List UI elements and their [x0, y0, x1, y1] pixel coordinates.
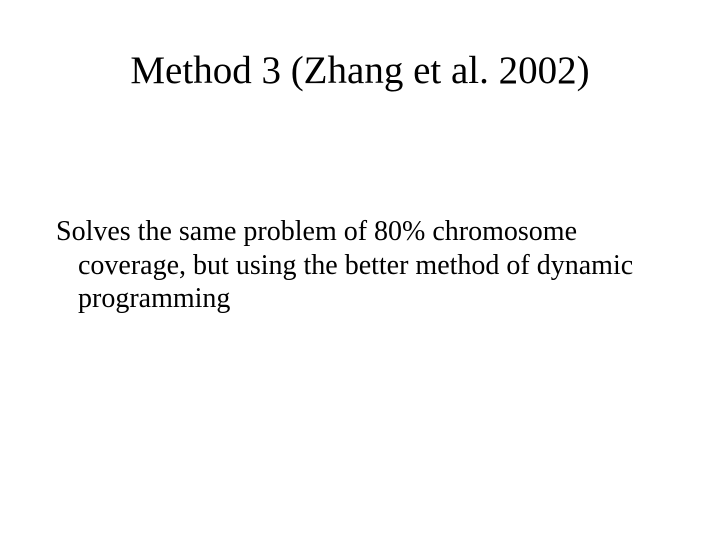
slide-title: Method 3 (Zhang et al. 2002): [0, 48, 720, 93]
slide: Method 3 (Zhang et al. 2002) Solves the …: [0, 0, 720, 540]
slide-body: Solves the same problem of 80% chromosom…: [56, 215, 664, 316]
